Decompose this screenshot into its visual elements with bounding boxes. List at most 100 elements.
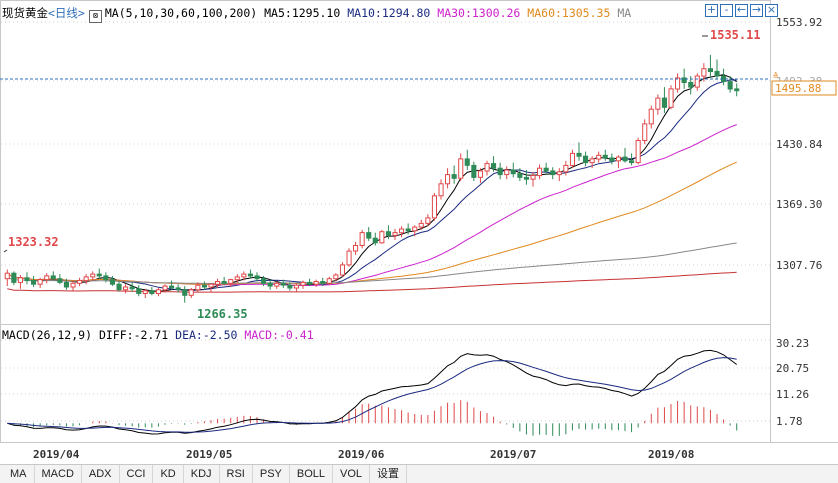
high-annotation: 1535.11 xyxy=(710,28,761,42)
candle-body xyxy=(346,250,352,266)
candle-body xyxy=(609,157,615,162)
scroll-right-button[interactable]: → xyxy=(750,3,763,17)
tab-vol[interactable]: VOL xyxy=(333,465,371,483)
x-tick: 2019/06 xyxy=(338,448,385,461)
macd-diff-value: DIFF:-2.71 xyxy=(98,328,169,342)
dea-line xyxy=(7,357,737,433)
ma200-line xyxy=(7,271,737,293)
tab-macd[interactable]: MACD xyxy=(35,465,82,483)
candle-body xyxy=(274,282,280,287)
candle-body xyxy=(37,279,43,285)
candle-body xyxy=(201,284,207,288)
candle-body xyxy=(247,273,253,277)
moving-average-lines xyxy=(7,74,737,293)
tab-boll[interactable]: BOLL xyxy=(290,465,334,483)
candle-body xyxy=(688,82,694,88)
ma5-line xyxy=(7,74,737,292)
candle-body xyxy=(280,282,286,286)
candle-body xyxy=(694,75,700,88)
y-tick: 1430.84 xyxy=(776,138,823,151)
zoom-in-button[interactable]: + xyxy=(705,3,718,17)
gridlines xyxy=(1,21,770,422)
candle-body xyxy=(484,163,490,172)
candle-body xyxy=(31,280,37,285)
tab-rsi[interactable]: RSI xyxy=(220,465,253,483)
y-axis: 1553.92 1492.38 1430.84 1369.30 1307.76 xyxy=(776,16,823,272)
macd-legend-header: MACD(26,12,9) DIFF:-2.71 DEA:-2.50 MACD:… xyxy=(2,328,314,342)
ma-toggle-icon[interactable]: ⊠ xyxy=(88,10,102,23)
tab-adx[interactable]: ADX xyxy=(82,465,120,483)
candle-body xyxy=(537,167,543,177)
macd-y-axis: 30.23 20.75 11.26 1.78 xyxy=(776,337,809,428)
candle-body xyxy=(57,278,63,283)
candle-body xyxy=(300,281,306,286)
candle-body xyxy=(313,281,319,285)
macd-value: MACD:-0.41 xyxy=(244,328,314,342)
candle-body xyxy=(425,217,431,224)
candle-body xyxy=(353,245,359,252)
candle-body xyxy=(556,171,562,176)
tab-kdj[interactable]: KDJ xyxy=(184,465,220,483)
macd-tick: 11.26 xyxy=(776,388,809,401)
candle-body xyxy=(392,232,398,236)
ma5-value: MA5:1295.10 xyxy=(264,6,341,20)
candle-body xyxy=(90,273,96,278)
candle-body xyxy=(129,286,135,290)
candle-body xyxy=(675,77,681,90)
candle-body xyxy=(510,169,516,175)
tab-cci[interactable]: CCI xyxy=(120,465,154,483)
candle-body xyxy=(267,282,273,287)
candle-body xyxy=(523,176,530,180)
candle-body xyxy=(287,284,293,289)
candle-body xyxy=(320,281,326,284)
tab-psy[interactable]: PSY xyxy=(253,465,290,483)
candle-body xyxy=(142,290,148,295)
candle-body xyxy=(681,77,687,84)
x-axis: 2019/04 2019/05 2019/06 2019/07 2019/08 xyxy=(33,448,694,461)
macd-tick: 20.75 xyxy=(776,362,809,375)
candle-body xyxy=(307,281,313,285)
low-annotation: 1266.35 xyxy=(197,307,248,321)
candle-body xyxy=(563,164,569,173)
candle-body xyxy=(491,163,497,169)
ma30-value: MA30:1300.26 xyxy=(437,6,521,20)
candle-body xyxy=(261,278,267,284)
candle-body xyxy=(583,155,589,164)
candle-body xyxy=(648,108,654,125)
candle-body xyxy=(550,170,556,176)
candle-body xyxy=(175,287,181,291)
candle-body xyxy=(661,97,668,108)
candle-body xyxy=(576,152,582,157)
candle-body xyxy=(418,222,424,228)
candle-body xyxy=(339,264,345,276)
candle-body xyxy=(241,273,247,278)
macd-dea-value: DEA:-2.50 xyxy=(175,328,238,342)
candle-body xyxy=(234,276,240,281)
period-selector[interactable]: <日线> xyxy=(48,6,85,20)
candle-body xyxy=(326,278,332,284)
candle-body xyxy=(208,283,214,288)
close-button[interactable]: × xyxy=(765,3,778,17)
y-tick: 1369.30 xyxy=(776,198,822,211)
price-flag-icon: ≙ xyxy=(773,72,779,82)
candle-body xyxy=(188,289,194,296)
ma100-line xyxy=(7,242,737,284)
ma-more: MA xyxy=(617,6,632,20)
scroll-left-button[interactable]: ← xyxy=(735,3,748,17)
candle-body xyxy=(635,140,641,164)
legend-header: 现货黄金<日线> ⊠ MA(5,10,30,60,100,200) MA5:1295… xyxy=(2,5,631,23)
zoom-out-button[interactable]: - xyxy=(720,4,733,17)
candle-body xyxy=(155,289,161,294)
candle-body xyxy=(451,174,457,179)
candle-body xyxy=(221,281,227,284)
macd-panel-frame xyxy=(0,324,771,443)
candle-body xyxy=(596,154,602,160)
tab-ma[interactable]: MA xyxy=(0,465,35,483)
candle-body xyxy=(668,88,674,108)
tab-kd[interactable]: KD xyxy=(153,465,184,483)
candle-body xyxy=(497,167,503,176)
candle-body xyxy=(438,183,444,197)
tab-settings[interactable]: 设置 xyxy=(370,465,408,483)
x-tick: 2019/08 xyxy=(648,448,694,461)
